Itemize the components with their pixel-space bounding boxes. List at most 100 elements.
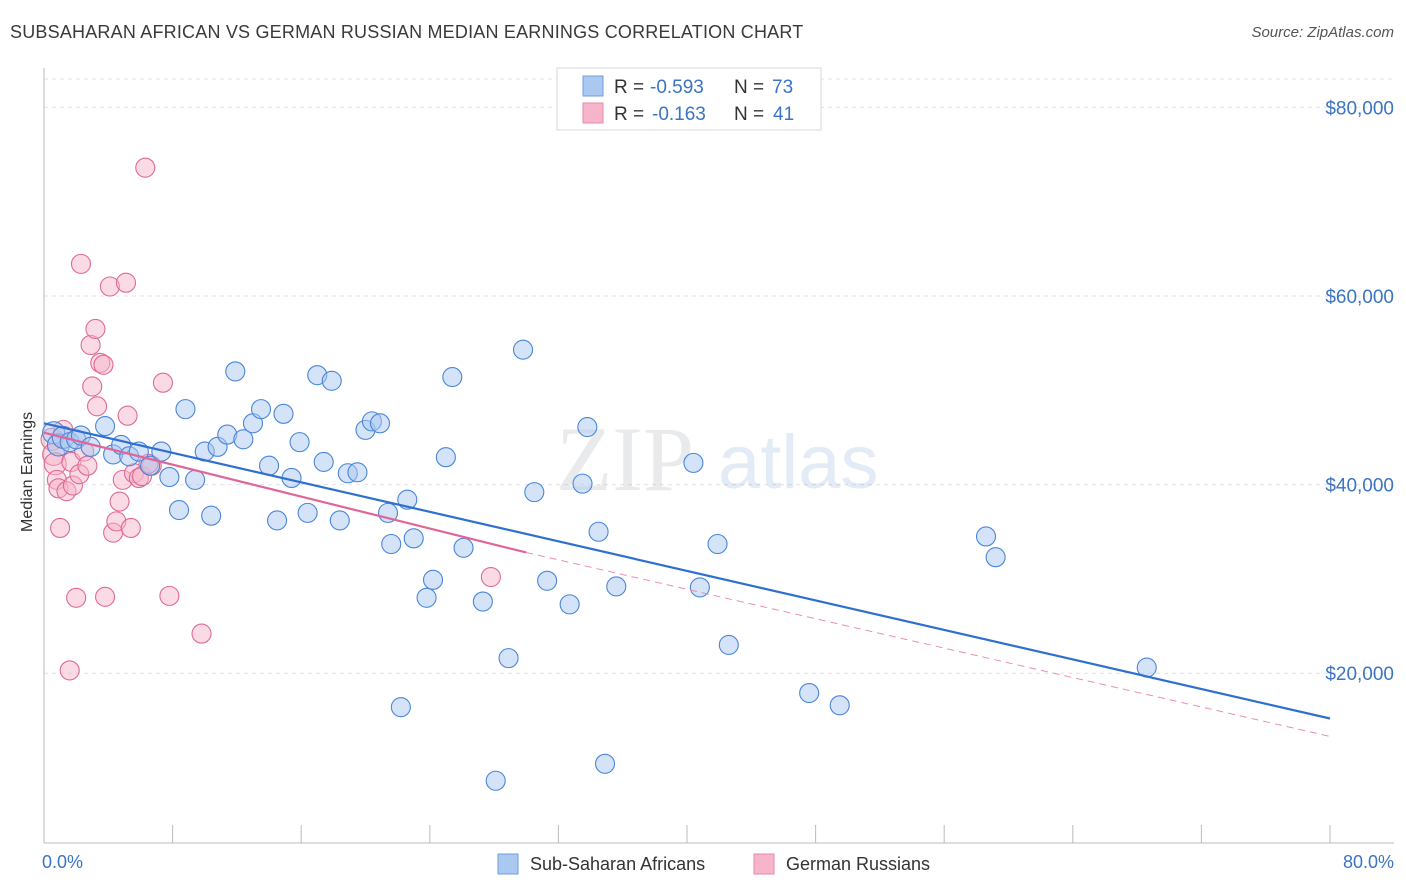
- german-russian-point-28: [115, 272, 137, 293]
- subsaharan-point-37: [347, 462, 368, 483]
- legend-n-label-2: N =: [734, 104, 764, 125]
- series-legend: Sub-Saharan Africans German Russians: [497, 853, 930, 875]
- x-tick-max: 80.0%: [1343, 852, 1394, 872]
- subsaharan-point-33: [313, 451, 334, 472]
- german-russian-point-15: [77, 455, 98, 476]
- german-russian-point-30: [120, 517, 141, 539]
- subsaharan-point-68: [829, 695, 850, 716]
- german-russian-point-19: [86, 396, 108, 417]
- legend-swatch-blue: [582, 75, 604, 97]
- german-russian-trend-extension: [526, 552, 1331, 737]
- y-tick-label-2: $60,000: [1325, 287, 1394, 308]
- watermark: ZIP atlas: [556, 408, 879, 510]
- subsaharan-point-58: [572, 473, 593, 494]
- subsaharan-point-34: [321, 370, 342, 391]
- german-russian-point-34: [135, 157, 156, 178]
- subsaharan-point-22: [225, 361, 246, 382]
- subsaharan-point-42: [381, 533, 402, 555]
- correlation-legend: R = -0.593 N = 73 R = -0.163 N = 41: [556, 67, 822, 131]
- subsaharan-point-14: [159, 466, 180, 488]
- subsaharan-point-51: [472, 591, 493, 612]
- subsaharan-point-16: [175, 399, 196, 420]
- subsaharan-point-15: [168, 499, 190, 521]
- german-russian-point-29: [117, 405, 138, 426]
- subsaharan-point-25: [250, 399, 272, 420]
- subsaharan-point-43: [397, 489, 418, 510]
- subsaharan-point-53: [498, 648, 519, 669]
- subsaharan-point-63: [683, 452, 704, 473]
- subsaharan-point-57: [559, 594, 580, 615]
- y-tick-labels: $20,000 $40,000 $60,000 $80,000: [1325, 98, 1394, 685]
- subsaharan-point-45: [403, 528, 424, 549]
- subsaharan-point-7: [95, 416, 116, 437]
- legend-r-value-2: -0.163: [652, 104, 706, 125]
- subsaharan-point-55: [524, 482, 545, 503]
- subsaharan-point-65: [707, 533, 728, 555]
- x-tick-labels: 0.0% 80.0%: [42, 852, 1394, 872]
- subsaharan-point-40: [369, 413, 391, 434]
- subsaharan-point-59: [577, 416, 598, 438]
- german-russian-point-8: [59, 660, 80, 681]
- trend-lines: [43, 422, 1331, 737]
- y-axis-label: Median Earnings: [19, 412, 36, 532]
- subsaharan-point-66: [718, 634, 739, 655]
- subsaharan-point-69: [975, 526, 997, 547]
- source-label: Source: ZipAtlas.com: [1251, 24, 1394, 41]
- subsaharan-point-31: [297, 502, 318, 523]
- subsaharan-point-49: [442, 367, 463, 388]
- subsaharan-point-27: [267, 510, 288, 531]
- legend-n-value-2: 41: [773, 104, 794, 125]
- y-tick-label-0: $20,000: [1325, 664, 1394, 685]
- legend-r-label-1: R =: [614, 77, 644, 98]
- german-russian-point-13: [70, 253, 92, 274]
- series-label-german-russian: German Russians: [786, 854, 930, 874]
- german-russian-point-22: [95, 586, 116, 607]
- subsaharan-point-56: [537, 570, 558, 591]
- german-russian-point-11: [66, 587, 87, 608]
- german-russian-point-17: [82, 376, 103, 397]
- subsaharan-point-62: [606, 576, 627, 597]
- subsaharan-point-46: [416, 587, 437, 608]
- subsaharan-point-64: [689, 577, 710, 598]
- subsaharan-point-44: [390, 697, 411, 718]
- series-swatch-blue: [497, 853, 519, 875]
- subsaharan-point-54: [512, 339, 534, 360]
- subsaharan-point-60: [588, 521, 609, 542]
- subsaharan-trend-line: [43, 422, 1331, 720]
- subsaharan-point-48: [435, 447, 456, 468]
- y-tick-label-3: $80,000: [1325, 98, 1394, 119]
- subsaharan-point-17: [185, 469, 206, 490]
- subsaharan-point-47: [422, 569, 444, 590]
- german-russian-point-38: [191, 623, 212, 644]
- subsaharan-point-19: [201, 505, 222, 526]
- german-russian-point-21: [93, 354, 114, 375]
- subsaharan-point-23: [233, 429, 254, 450]
- subsaharan-point-61: [594, 753, 616, 774]
- legend-r-label-2: R =: [614, 104, 644, 125]
- grid-lines: [44, 78, 1394, 674]
- legend-r-value-1: -0.593: [650, 77, 704, 98]
- german-russian-trend-line: [43, 431, 527, 554]
- subsaharan-point-67: [799, 682, 820, 704]
- german-russian-point-37: [159, 585, 180, 606]
- y-tick-label-1: $40,000: [1325, 476, 1394, 497]
- subsaharan-point-35: [329, 510, 350, 531]
- legend-swatch-pink: [582, 102, 604, 124]
- subsaharan-point-28: [273, 403, 294, 424]
- series-label-subsaharan: Sub-Saharan Africans: [530, 854, 705, 874]
- chart-title: SUBSAHARAN AFRICAN VS GERMAN RUSSIAN MED…: [10, 22, 804, 42]
- legend-n-label-1: N =: [734, 77, 764, 98]
- subsaharan-point-70: [985, 547, 1006, 568]
- german-russian-point-5: [50, 517, 71, 539]
- subsaharan-point-50: [453, 537, 474, 558]
- watermark-zip: ZIP: [556, 408, 694, 510]
- german-russian-point-36: [152, 372, 174, 393]
- legend-n-value-1: 73: [772, 77, 793, 98]
- german-russian-point-26: [109, 491, 130, 512]
- subsaharan-point-30: [289, 432, 310, 453]
- series-swatch-pink: [753, 853, 775, 875]
- axes: [43, 68, 1394, 844]
- x-tick-min: 0.0%: [42, 852, 83, 872]
- german-russian-point-39: [480, 566, 501, 588]
